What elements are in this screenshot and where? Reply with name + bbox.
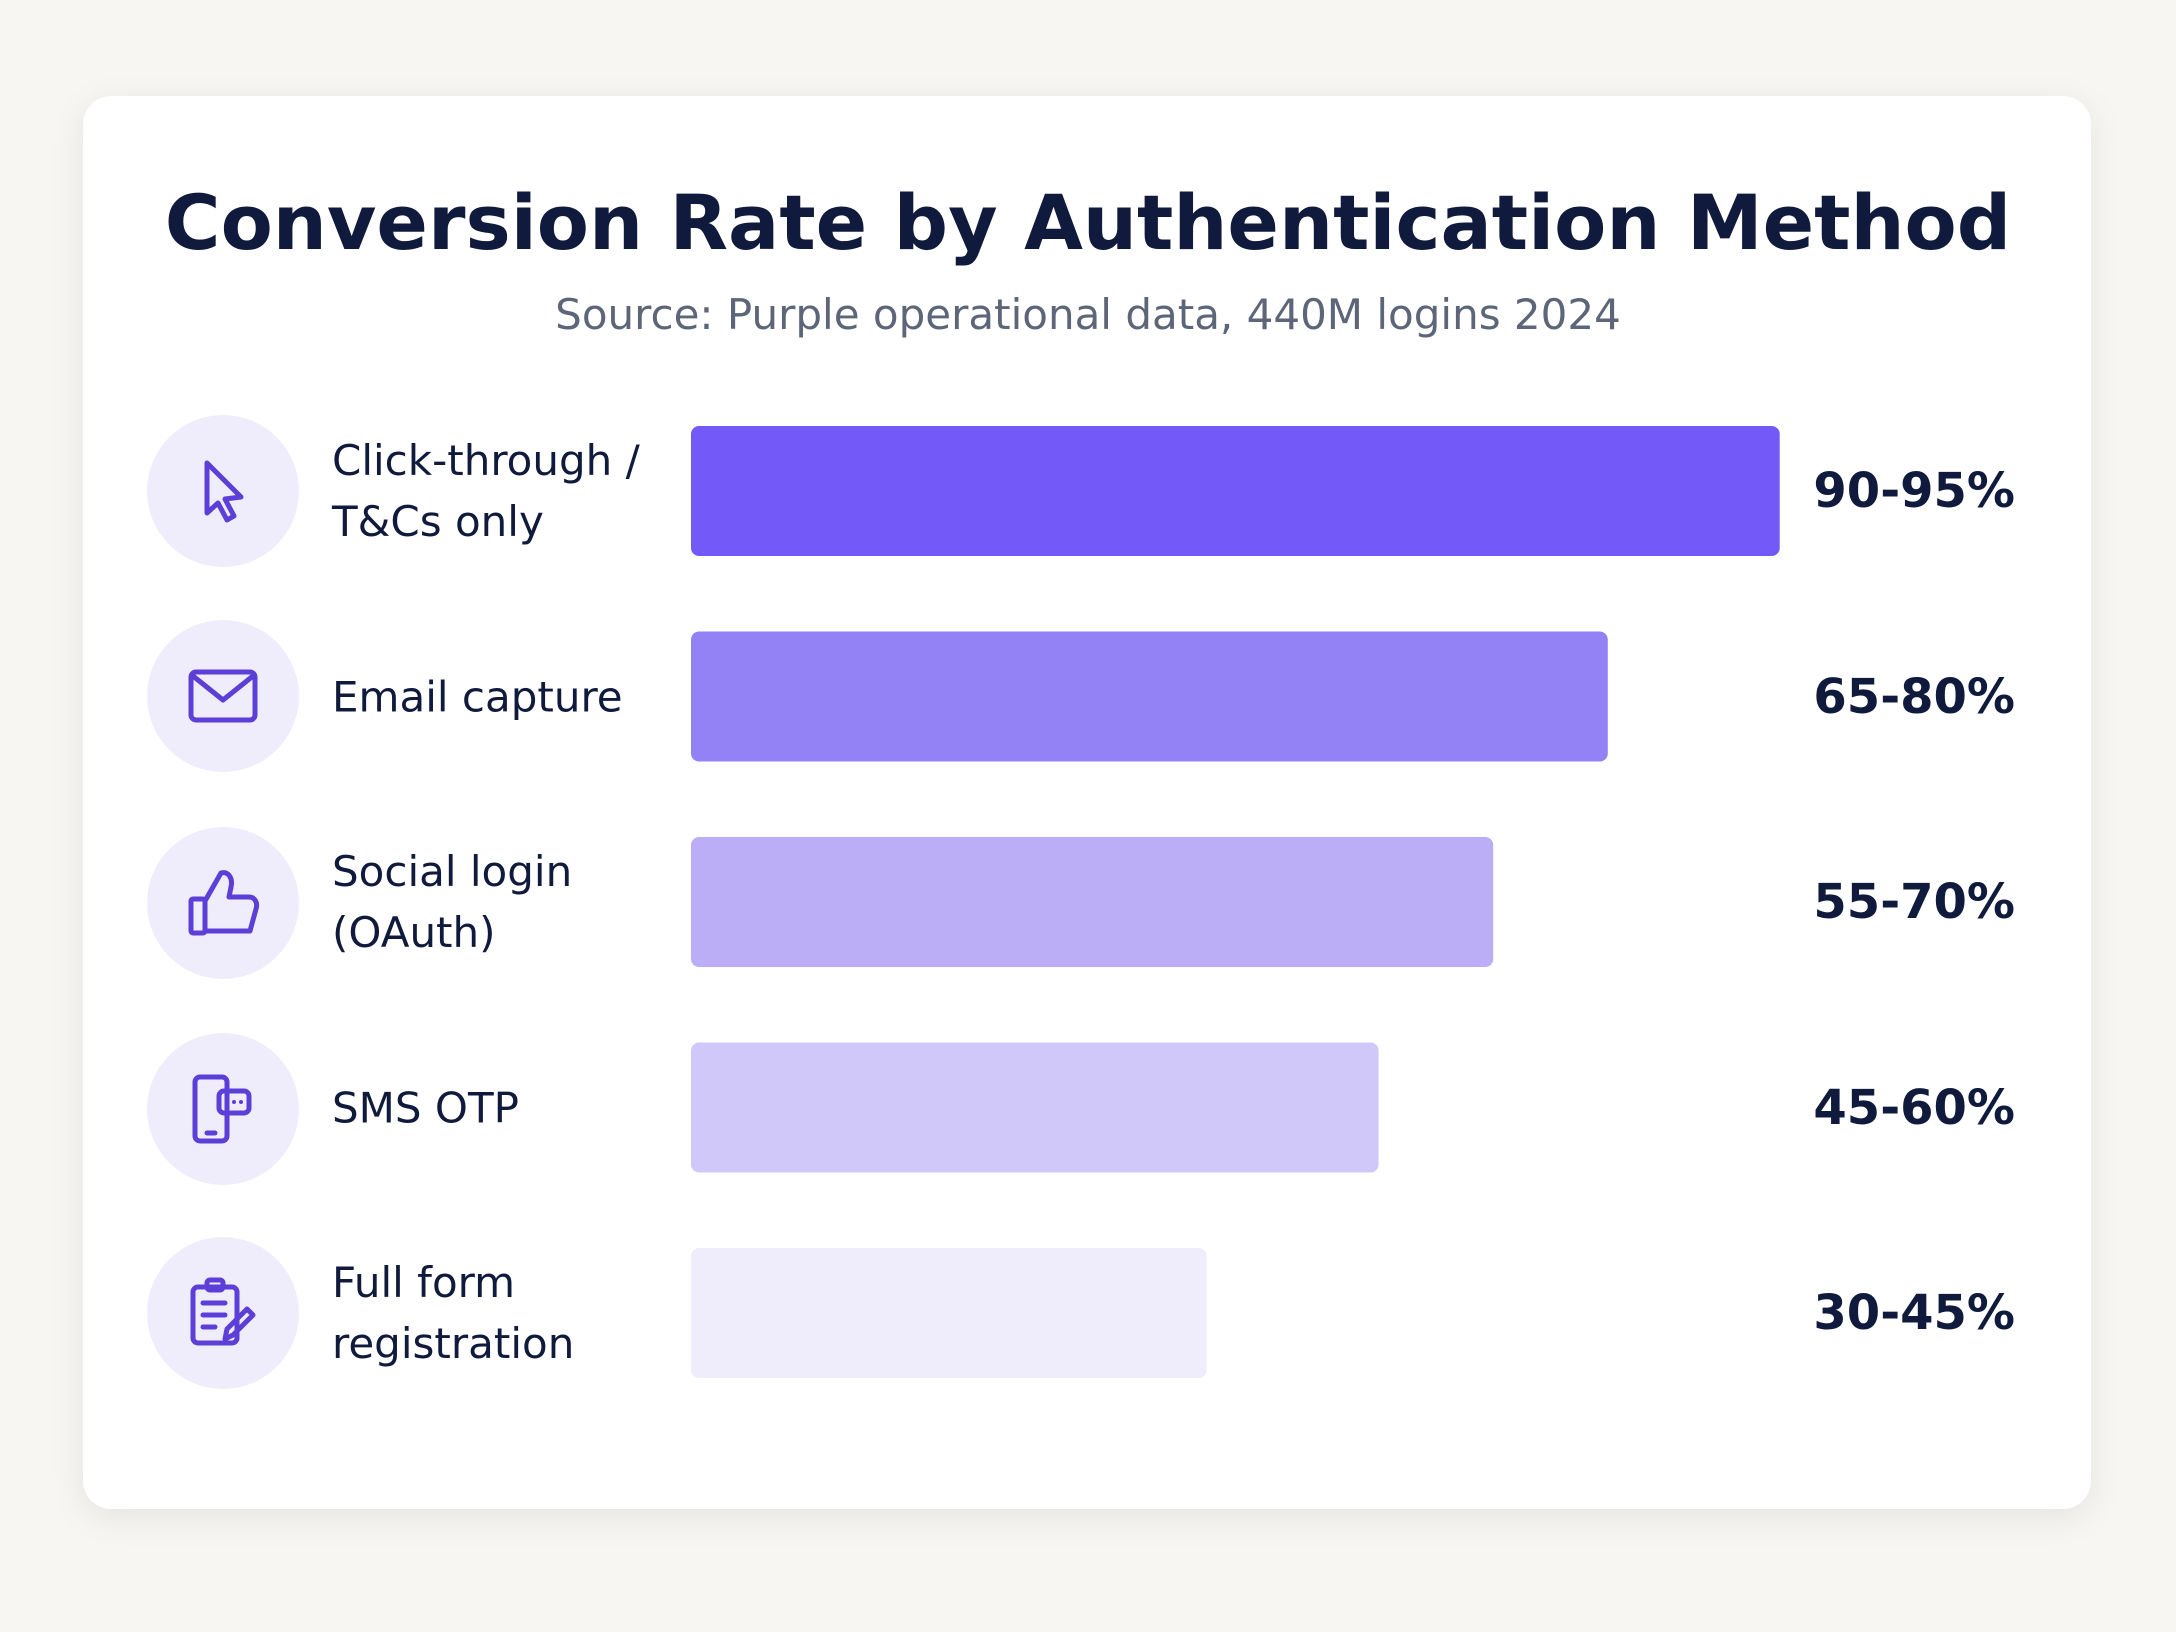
value-label: 45-60% — [1813, 1079, 2015, 1136]
icon-thumbs-up — [147, 827, 299, 979]
chart-title: Conversion Rate by Authentication Method — [164, 178, 2012, 267]
value-label: 65-80% — [1813, 668, 2015, 725]
icon-cursor — [147, 415, 299, 567]
category-label: Full form registration — [332, 1258, 575, 1368]
category-label: Email capture — [332, 672, 623, 721]
category-label: SMS OTP — [332, 1083, 519, 1132]
category-label: Social login (OAuth) — [332, 847, 573, 957]
value-label: 55-70% — [1813, 874, 2015, 930]
category-label: Click-through / T&Cs only — [332, 436, 640, 546]
value-label: 90-95% — [1813, 463, 2015, 519]
icon-clipboard — [147, 1237, 299, 1389]
bar — [691, 1042, 1379, 1173]
bar — [691, 426, 1780, 556]
icon-phone-chat — [147, 1033, 299, 1185]
chart-subtitle: Source: Purple operational data, 440M lo… — [555, 290, 1621, 339]
value-label: 30-45% — [1813, 1285, 2015, 1341]
icon-envelope — [147, 620, 299, 772]
bar — [691, 1248, 1207, 1378]
bar — [691, 631, 1608, 762]
bar — [691, 837, 1494, 967]
